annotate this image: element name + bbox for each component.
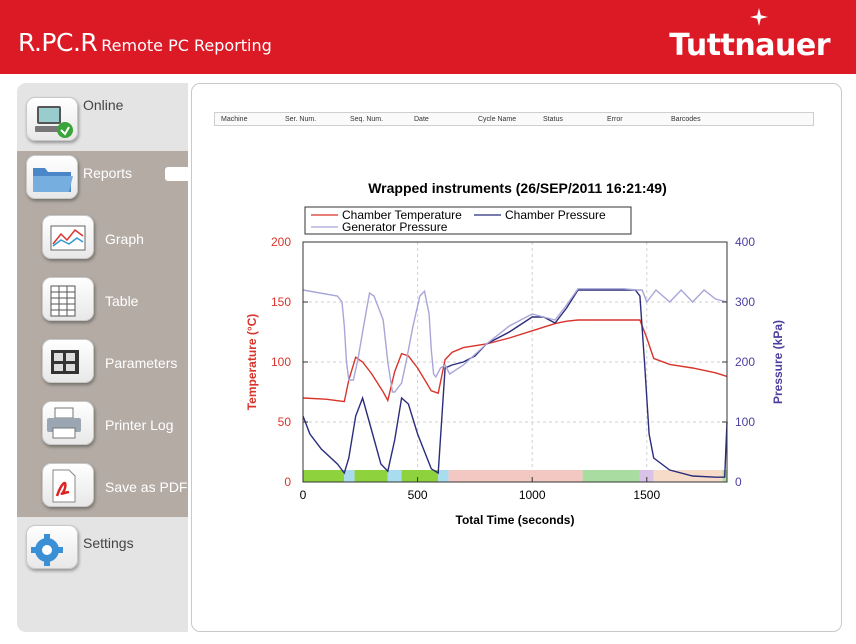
app-title-text: R.PC.R	[18, 28, 98, 57]
cycle-chart: 0 500 1000 1500 0 50 100 150 200 0 100 200 300 400 Te…	[245, 206, 785, 527]
sidebar: Online Reports Graph	[17, 83, 188, 632]
series-line-generator-pressure	[302, 288, 728, 393]
phase-segment	[639, 470, 654, 482]
sidebar-item-label: Table	[105, 293, 139, 309]
series-line-chamber-pressure	[302, 289, 728, 478]
column-header-error: Error	[607, 116, 623, 123]
legend-box	[304, 206, 632, 235]
printer-icon	[42, 401, 94, 445]
y-axis-right-label: Pressure (kPa)	[771, 320, 785, 404]
report-panel: Machine Ser. Num. Seq. Num. Date Cycle N…	[191, 83, 842, 632]
legend-label-generator-pressure: Generator Pressure	[342, 220, 448, 234]
y-axis-left-label: Temperature (°C)	[245, 314, 259, 411]
legend-label-temperature: Chamber Temperature	[342, 208, 462, 222]
reports-submenu-panel	[17, 151, 188, 517]
phase-segment	[354, 470, 388, 482]
chart-series	[302, 288, 728, 478]
sidebar-item-label: Online	[83, 97, 124, 113]
sidebar-item-printer-log[interactable]: Printer Log	[17, 395, 188, 457]
phase-segment	[582, 470, 640, 482]
sidebar-item-online[interactable]: Online	[17, 83, 188, 149]
y-left-tick-label: 200	[271, 235, 291, 249]
sidebar-item-label: Graph	[105, 231, 144, 247]
selected-indicator	[165, 167, 188, 181]
y-right-tick-label: 0	[735, 475, 742, 489]
column-header-seq-num: Seq. Num.	[350, 116, 384, 123]
brand-star-icon	[750, 8, 768, 26]
x-tick-label: 1000	[519, 488, 546, 502]
column-header-barcodes: Barcodes	[671, 116, 701, 123]
column-header-machine: Machine	[221, 116, 248, 123]
phase-segment	[438, 470, 449, 482]
sidebar-item-label: Parameters	[105, 355, 178, 371]
parameters-icon	[42, 339, 94, 383]
y-left-tick-label: 0	[284, 475, 291, 489]
chart-legend: Chamber Temperature Chamber Pressure Gen…	[304, 206, 632, 235]
phase-segment	[303, 470, 345, 482]
phase-segment	[401, 470, 439, 482]
y-right-tick-label: 200	[735, 355, 755, 369]
column-header-date: Date	[414, 116, 429, 123]
phase-segment	[387, 470, 402, 482]
app-header: R.PC.R Remote PC Reporting Tuttnauer	[0, 0, 856, 74]
sidebar-item-label: Printer Log	[105, 417, 174, 433]
app-subtitle: Remote PC Reporting	[101, 36, 272, 55]
chart-ticks: 0 500 1000 1500 0 50 100 150 200 0 100 200 300 400	[271, 235, 755, 502]
phase-segment	[344, 470, 355, 482]
y-right-tick-label: 400	[735, 235, 755, 249]
graph-icon	[42, 215, 94, 259]
app-title: R.PC.R Remote PC Reporting	[18, 28, 272, 57]
x-tick-label: 1500	[633, 488, 660, 502]
y-left-tick-label: 100	[271, 355, 291, 369]
column-header-status: Status	[543, 116, 563, 123]
sidebar-item-table[interactable]: Table	[17, 271, 188, 333]
sidebar-item-label: Save as PDF	[105, 479, 188, 495]
sidebar-item-label: Reports	[83, 165, 133, 181]
folder-icon	[26, 155, 78, 199]
series-line-temperature	[302, 319, 728, 403]
y-right-tick-label: 100	[735, 415, 755, 429]
y-left-tick-label: 150	[271, 295, 291, 309]
x-tick-label: 0	[300, 488, 307, 502]
gear-icon	[26, 525, 78, 569]
sidebar-item-label: Settings	[83, 535, 134, 551]
online-computer-icon	[26, 97, 78, 141]
y-left-tick-label: 50	[278, 415, 292, 429]
phase-segment	[448, 470, 583, 482]
chart-title: Wrapped instruments (26/SEP/2011 16:21:4…	[368, 180, 667, 196]
sidebar-item-settings[interactable]: Settings	[17, 521, 188, 587]
y-right-tick-label: 300	[735, 295, 755, 309]
sidebar-item-reports[interactable]: Reports	[17, 151, 188, 209]
table-icon	[42, 277, 94, 321]
sidebar-item-parameters[interactable]: Parameters	[17, 333, 188, 395]
report-header-columns: Machine Ser. Num. Seq. Num. Date Cycle N…	[214, 112, 814, 126]
brand-logo: Tuttnauer	[669, 28, 830, 63]
sidebar-item-graph[interactable]: Graph	[17, 209, 188, 271]
x-tick-label: 500	[408, 488, 428, 502]
column-header-ser-num: Ser. Num.	[285, 116, 317, 123]
column-header-cycle-name: Cycle Name	[478, 116, 517, 123]
phase-bar	[303, 470, 727, 482]
phase-segment	[653, 470, 723, 482]
pdf-icon	[42, 463, 94, 507]
sidebar-item-save-as-pdf[interactable]: Save as PDF	[17, 457, 188, 519]
x-axis-label: Total Time (seconds)	[456, 513, 575, 527]
legend-label-chamber-pressure: Chamber Pressure	[505, 208, 606, 222]
